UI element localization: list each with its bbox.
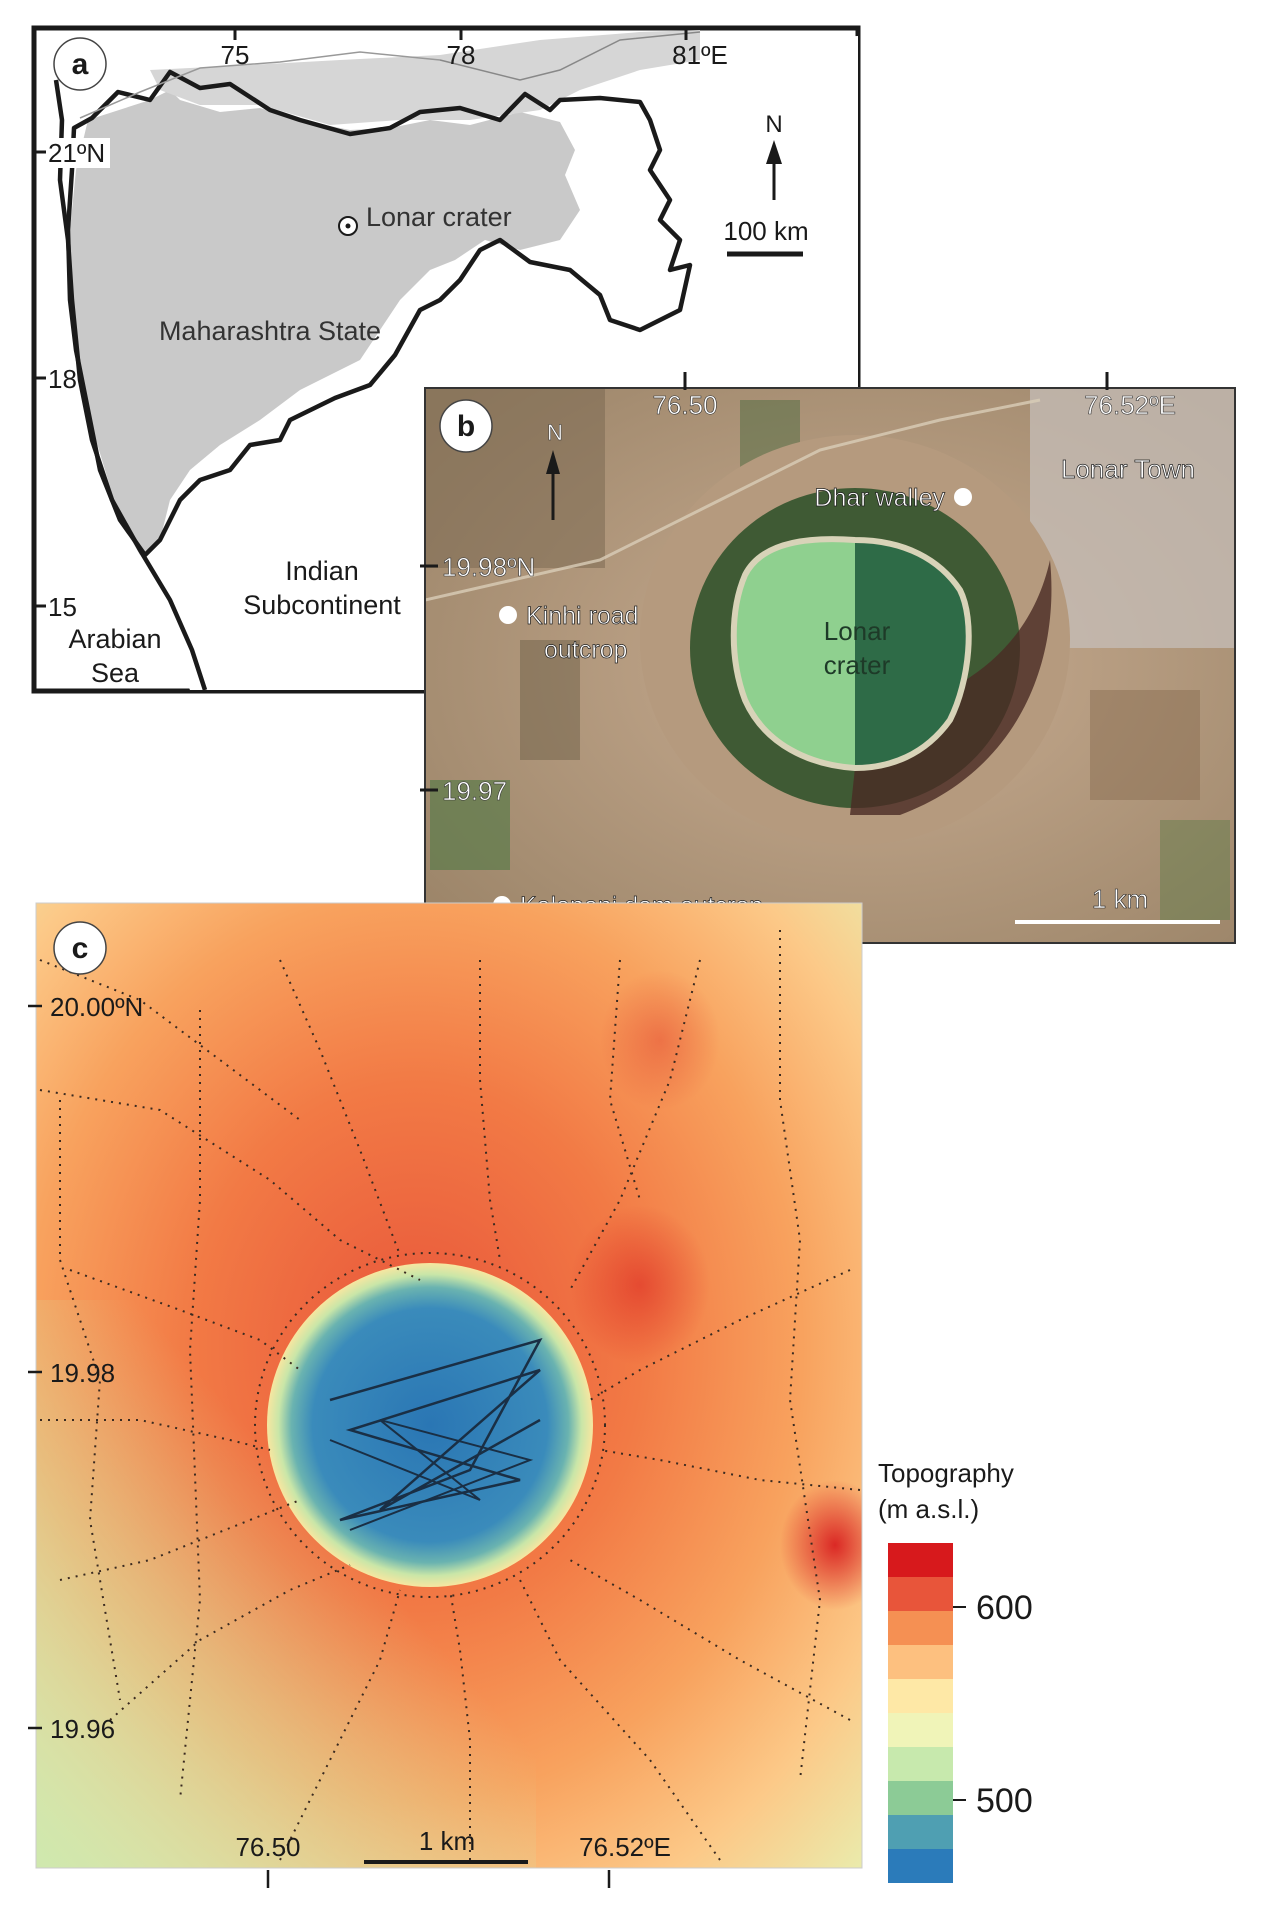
crater-label: crater [824, 650, 891, 680]
lat-label-bg [46, 138, 110, 168]
legend-title: (m a.s.l.) [878, 1494, 979, 1524]
legend-swatch [888, 1645, 953, 1679]
site-label: Kinhi road [526, 602, 639, 630]
topo-high [780, 1480, 862, 1610]
sea-label: Arabian [68, 624, 161, 654]
legend-swatch [888, 1747, 953, 1781]
west-coastline [53, 79, 208, 691]
site-marker-icon [499, 606, 517, 624]
legend-swatch [888, 1815, 953, 1849]
legend-swatch [888, 1849, 953, 1883]
north-label: N [547, 420, 563, 445]
lat-tick-label: 19.96 [50, 1714, 115, 1744]
topo-high [570, 1205, 710, 1365]
panel-label: c [72, 932, 89, 965]
crater-rim-path [254, 1252, 606, 1598]
topo-high [600, 970, 720, 1110]
north-arrow-head-icon [546, 450, 560, 474]
field-patch [520, 640, 580, 760]
panel-label-badge [53, 37, 107, 91]
site-marker-icon [954, 488, 972, 506]
legend-swatch [888, 1781, 953, 1815]
lat-tick-label: 19.98 [50, 1358, 115, 1388]
scale-label: 100 km [723, 216, 808, 246]
lon-tick-label: 76.52ºE [1084, 390, 1176, 420]
lat-tick-label: 15 [48, 592, 77, 622]
region-label: Indian [285, 556, 359, 586]
maharashtra-fill [70, 90, 580, 555]
legend-colorbar [888, 1543, 953, 1883]
lat-tick-label: 19.98ºN [442, 552, 535, 582]
lon-tick-label: 78 [447, 40, 476, 70]
lon-tick-label: 75 [221, 40, 250, 70]
contour-line [439, 31, 701, 81]
panel-c-frame [35, 902, 863, 1869]
lake-shore [730, 536, 972, 772]
crater-label: Lonar [824, 616, 891, 646]
legend-swatch [888, 1611, 953, 1645]
north-arrow-head-icon [766, 140, 782, 164]
lat-tick-label: 20.00ºN [50, 992, 143, 1022]
lat-tick-label: 19.97 [442, 776, 507, 806]
legend-tick-label: 600 [976, 1589, 1033, 1627]
state-label: Maharashtra State [159, 316, 381, 346]
field-patch [430, 780, 510, 870]
site-marker-dot [345, 223, 351, 229]
region-label: Subcontinent [243, 590, 401, 620]
lat-tick-label: 18 [48, 364, 77, 394]
site-label: Dhar walley [814, 484, 945, 512]
contour-line [79, 51, 441, 119]
lon-tick-label: 81ºE [672, 40, 728, 70]
legend-title: Topography [878, 1458, 1014, 1488]
crater-depression [267, 1263, 593, 1587]
scale-label: 1 km [1092, 884, 1148, 914]
lon-tick-label: 76.50 [652, 390, 717, 420]
lon-tick-label: 76.50 [235, 1832, 300, 1862]
survey-track [329, 1419, 534, 1531]
field-patch [1090, 690, 1200, 800]
site-label: outcrop [544, 636, 627, 664]
legend-swatch [888, 1679, 953, 1713]
field-patch [1160, 820, 1230, 920]
panel-label-badge [439, 399, 493, 453]
legend-tick-label: 500 [976, 1782, 1033, 1820]
legend-swatch [888, 1543, 953, 1577]
legend-swatch [888, 1577, 953, 1611]
maharashtra-border [65, 69, 693, 558]
scale-label: 1 km [419, 1826, 475, 1856]
road [425, 398, 1041, 602]
lat-tick-label: 21ºN [48, 138, 105, 168]
north-label: N [765, 111, 782, 138]
panel-label-badge [53, 921, 107, 975]
lake-light-half [733, 539, 855, 768]
northern-halo [150, 30, 700, 125]
panel-b: 76.50 76.52ºE 19.98ºN 19.97 b N Dhar wal… [420, 372, 1236, 944]
panel-c: c 20.00ºN 19.98 19.96 76.50 76.52ºE 1 km… [28, 902, 1033, 1888]
panel-label: b [457, 410, 475, 443]
lake-dark-half [855, 540, 969, 768]
town-label: Lonar Town [1061, 454, 1195, 484]
lon-tick-label: 76.52ºE [579, 1832, 671, 1862]
panel-label: a [72, 48, 89, 81]
sea-label: Sea [91, 658, 140, 688]
dotted-roads [39, 930, 861, 1861]
legend-swatch [888, 1713, 953, 1747]
site-label: Lonar crater [366, 202, 512, 232]
